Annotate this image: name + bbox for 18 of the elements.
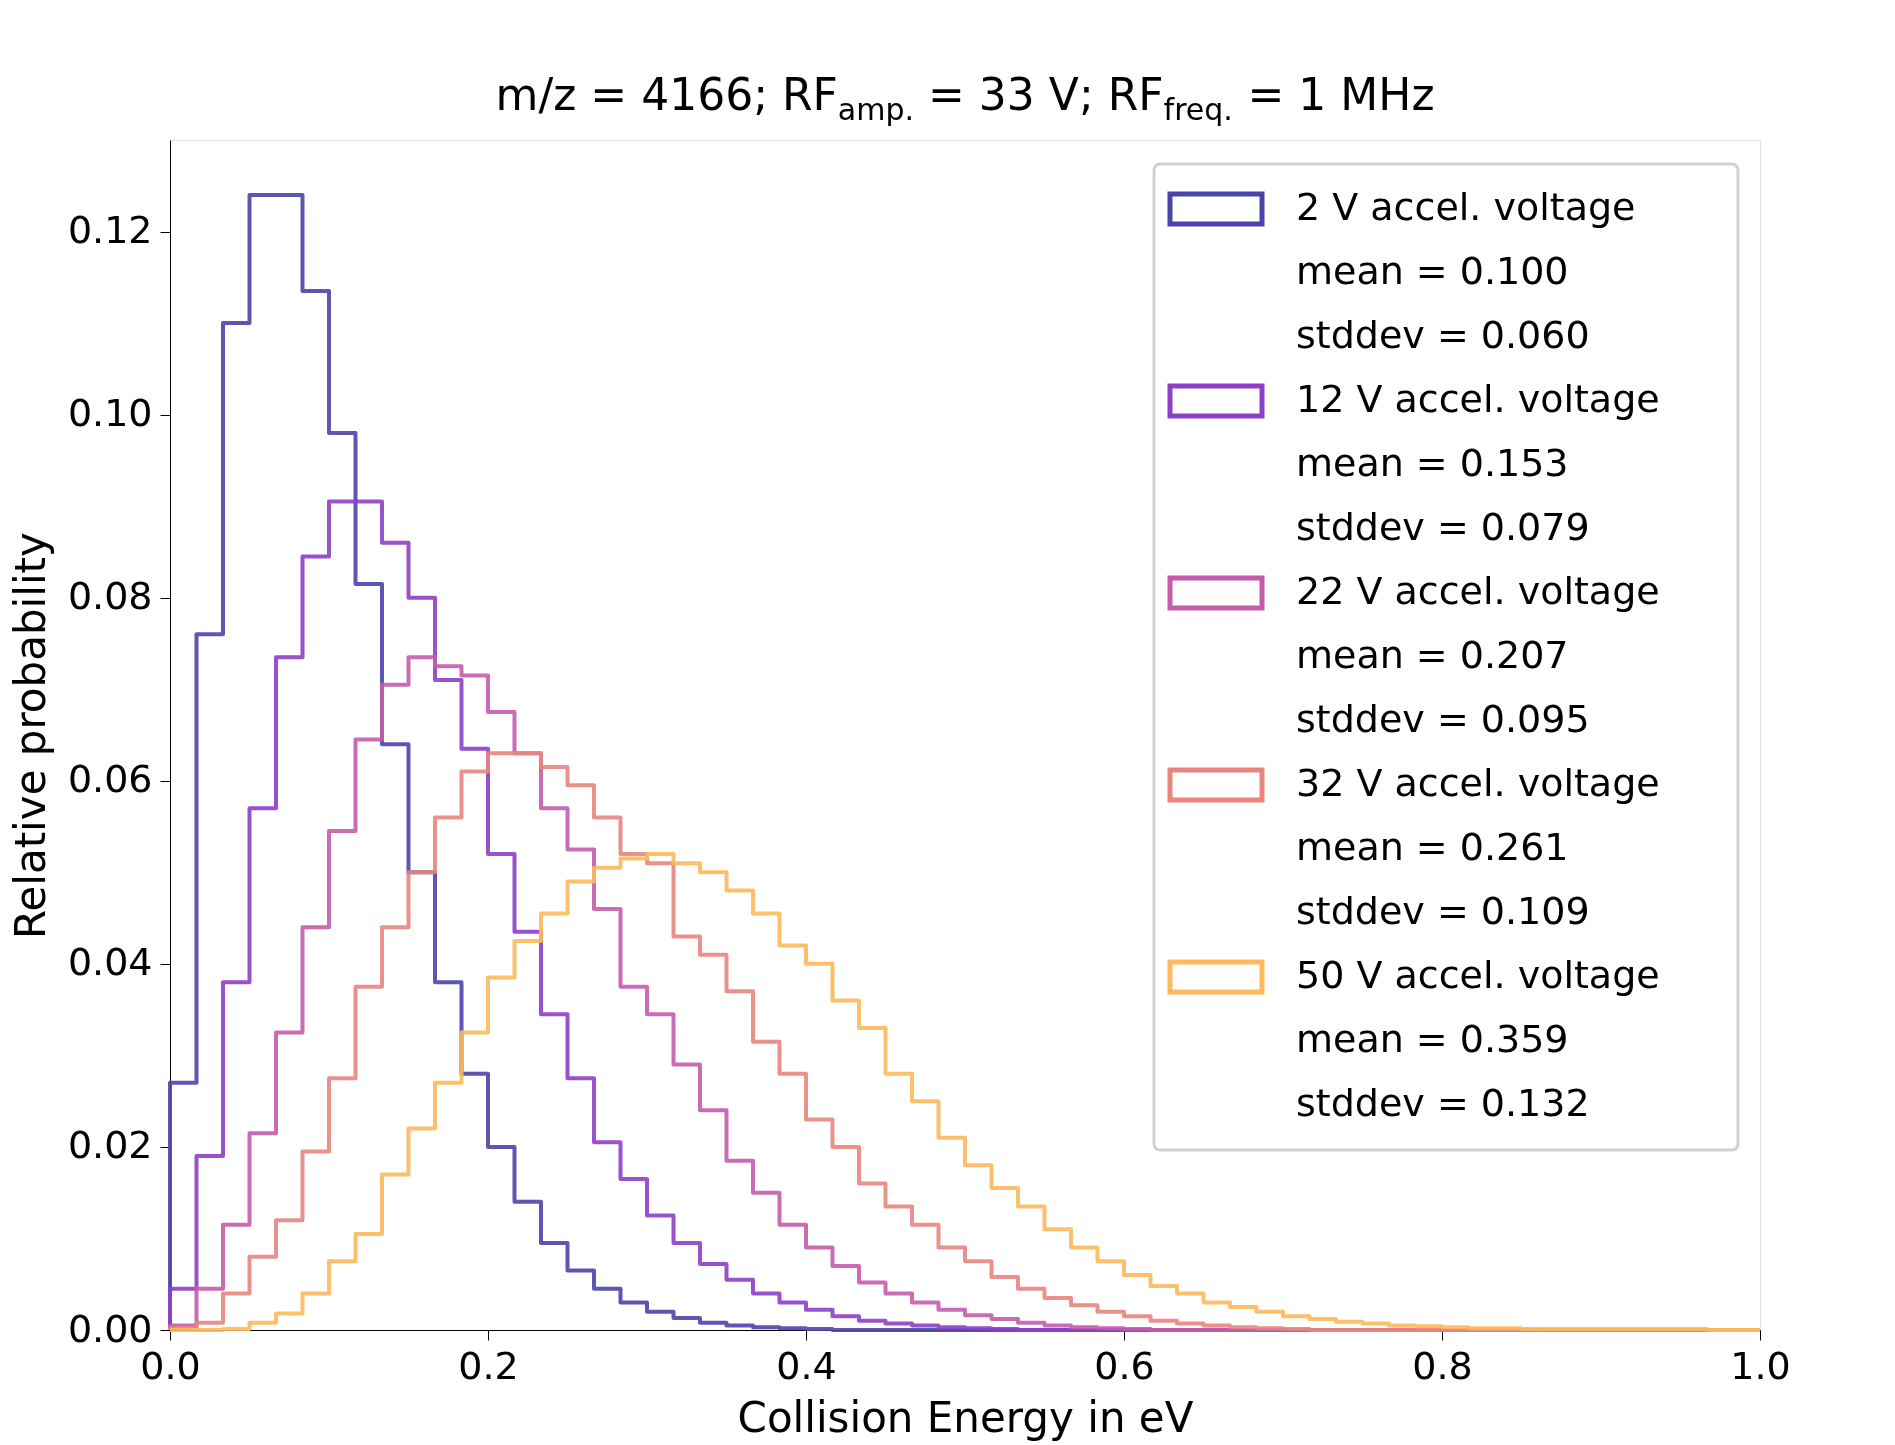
x-tick-label: 1.0 <box>1730 1343 1791 1388</box>
x-axis-title: Collision Energy in eV <box>737 1392 1194 1442</box>
legend-label: 50 V accel. voltage mean = 0.359 stddev = 0.132 <box>1296 953 1660 1125</box>
y-tick-label: 0.12 <box>67 208 153 253</box>
legend-label: 32 V accel. voltage mean = 0.261 stddev = 0.109 <box>1296 761 1660 933</box>
x-tick-label: 0.6 <box>1094 1343 1155 1388</box>
y-axis-title: Relative probability <box>5 532 55 939</box>
x-tick-label: 0.8 <box>1412 1343 1473 1388</box>
legend-label: 2 V accel. voltage mean = 0.100 stddev = 0.060 <box>1296 185 1636 357</box>
legend-label: 22 V accel. voltage mean = 0.207 stddev = 0.095 <box>1296 569 1660 741</box>
y-tick-label: 0.04 <box>67 940 153 985</box>
y-tick-label: 0.02 <box>67 1123 153 1168</box>
y-tick-label: 0.08 <box>67 574 153 619</box>
x-tick-label: 0.2 <box>458 1343 519 1388</box>
y-tick-label: 0.10 <box>67 391 153 436</box>
x-tick-label: 0.4 <box>776 1343 837 1388</box>
y-tick-label: 0.06 <box>67 757 153 802</box>
legend-label: 12 V accel. voltage mean = 0.153 stddev = 0.079 <box>1296 377 1660 549</box>
